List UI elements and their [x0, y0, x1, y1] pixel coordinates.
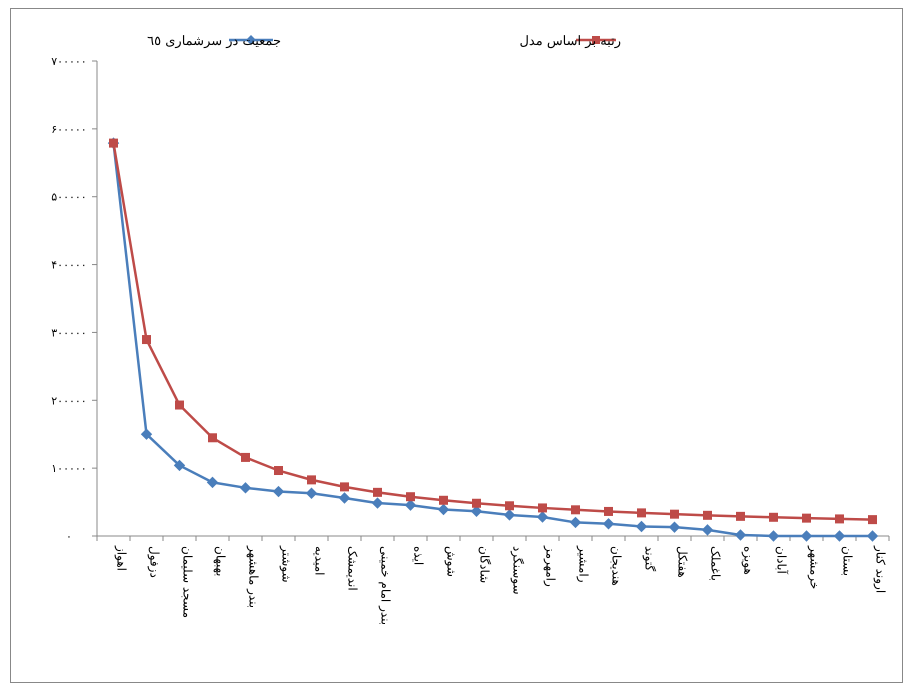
- data-point-square: [208, 433, 217, 443]
- y-axis-ticks: ۰ ۱۰۰۰۰۰ ۲۰۰۰۰۰ ۳۰۰۰۰۰ ۴۰۰۰۰۰ ۵۰۰۰۰۰ ۶۰۰۰۰۰ ۷۰۰…: [51, 55, 97, 543]
- x-tick-label: گتوند: [643, 546, 657, 571]
- data-point-square: [835, 514, 844, 524]
- series-line: [112, 142, 873, 521]
- x-tick-label: هندیجان: [610, 546, 624, 586]
- series-2: [109, 138, 877, 525]
- data-point-square: [274, 466, 283, 476]
- data-point-diamond: [701, 524, 714, 536]
- data-point-square: [736, 511, 745, 521]
- legend-label: رتبه بر اساس مدل: [519, 34, 621, 49]
- chart-frame: ۰ ۱۰۰۰۰۰ ۲۰۰۰۰۰ ۳۰۰۰۰۰ ۴۰۰۰۰۰ ۵۰۰۰۰۰ ۶۰۰۰۰۰ ۷۰۰…: [10, 8, 903, 683]
- data-point-square: [604, 506, 613, 516]
- data-point-diamond: [602, 518, 615, 530]
- y-tick-label: ۶۰۰۰۰۰: [51, 123, 86, 136]
- data-point-diamond: [668, 521, 681, 533]
- x-tick-label: بستان: [841, 546, 855, 576]
- x-tick-label: شادگان: [478, 546, 492, 583]
- data-point-square: [538, 503, 547, 513]
- line-chart: ۰ ۱۰۰۰۰۰ ۲۰۰۰۰۰ ۳۰۰۰۰۰ ۴۰۰۰۰۰ ۵۰۰۰۰۰ ۶۰۰۰۰۰ ۷۰۰…: [51, 34, 890, 625]
- legend-item-2: جمعیت در سرشماری ٦٥: [147, 34, 281, 49]
- x-tick-label: شوشتر: [280, 545, 294, 583]
- x-tick-label: اروند کنار: [874, 545, 888, 593]
- data-point-square: [307, 475, 316, 485]
- data-point-diamond: [503, 509, 516, 521]
- data-point-square: [505, 501, 514, 511]
- x-tick-label: شوش: [445, 546, 459, 577]
- data-point-diamond: [338, 492, 351, 504]
- data-point-diamond: [536, 511, 549, 523]
- data-point-square: [406, 492, 415, 502]
- data-point-diamond: [470, 505, 483, 517]
- data-point-diamond: [767, 530, 780, 542]
- legend-label: جمعیت در سرشماری ٦٥: [147, 34, 281, 49]
- data-point-diamond: [272, 485, 285, 498]
- y-tick-label: ۴۰۰۰۰۰: [51, 259, 86, 272]
- axes: [96, 61, 889, 537]
- data-point-square: [802, 513, 811, 523]
- x-tick-label: مسجد سلیمان: [181, 546, 195, 618]
- data-point-square: [769, 512, 778, 522]
- x-tick-label: سوسنگرد: [511, 546, 525, 595]
- y-tick-label: ۵۰۰۰۰۰: [51, 191, 86, 204]
- x-tick-label: دزفول: [148, 546, 162, 578]
- data-point-diamond: [239, 482, 252, 494]
- legend-marker-diamond: [246, 35, 256, 45]
- x-tick-label: هفتکل: [676, 546, 690, 578]
- x-tick-label: بندر امام خمینی: [379, 546, 393, 625]
- data-point-diamond: [305, 487, 318, 499]
- data-point-square: [142, 335, 151, 345]
- data-point-square: [703, 510, 712, 520]
- data-point-square: [670, 509, 679, 519]
- data-point-diamond: [569, 516, 582, 529]
- data-point-diamond: [833, 530, 846, 542]
- data-point-square: [340, 482, 349, 492]
- data-point-diamond: [800, 530, 813, 542]
- data-point-diamond: [734, 529, 747, 541]
- series-lines: [107, 137, 879, 542]
- data-point-diamond: [437, 503, 450, 516]
- x-tick-label: رامشیر: [577, 545, 591, 583]
- data-point-square: [571, 505, 580, 515]
- x-tick-label: بندر ماهشهر: [247, 545, 261, 608]
- x-tick-label: خرمشهر: [808, 545, 822, 589]
- data-point-square: [241, 452, 250, 462]
- y-tick-label: ۳۰۰۰۰۰: [51, 326, 86, 339]
- y-tick-label: ۷۰۰۰۰۰: [51, 55, 86, 68]
- data-point-square: [109, 138, 118, 148]
- x-tick-label: امیدیه: [313, 546, 327, 575]
- x-tick-label: آبادان: [775, 546, 790, 574]
- data-point-diamond: [206, 476, 219, 489]
- data-point-diamond: [140, 428, 153, 440]
- series-1: [107, 137, 879, 542]
- x-tick-label: رامهرمز: [544, 545, 558, 587]
- data-point-square: [637, 508, 646, 518]
- y-tick-label: ۱۰۰۰۰۰: [51, 462, 86, 475]
- data-point-diamond: [371, 497, 384, 509]
- data-point-diamond: [635, 520, 648, 533]
- x-tick-label: بهبهان: [214, 546, 228, 577]
- series-line: [112, 142, 873, 538]
- legend-item-1: رتبه بر اساس مدل: [519, 34, 621, 49]
- data-point-square: [868, 515, 877, 525]
- data-point-diamond: [173, 459, 186, 472]
- x-tick-label: باغملک: [709, 546, 723, 581]
- data-point-diamond: [404, 499, 417, 511]
- legend-marker-square: [592, 36, 600, 44]
- y-tick-label: ۲۰۰۰۰۰: [51, 394, 86, 407]
- data-point-square: [175, 400, 184, 410]
- y-tick-label: ۰: [66, 530, 72, 543]
- legend: رتبه بر اساس مدل جمعیت در سرشماری ٦٥: [147, 34, 621, 49]
- x-tick-label: ایذه: [412, 546, 426, 565]
- data-point-square: [439, 495, 448, 505]
- x-tick-label: اندیمشک: [346, 546, 360, 591]
- data-point-square: [373, 487, 382, 497]
- x-axis-ticks: اهواز دزفول مسجد سلیمان بهبهان بندر ماهشهر شو…: [96, 536, 890, 625]
- x-tick-label: هویزه: [742, 546, 756, 575]
- data-point-diamond: [866, 530, 879, 542]
- x-tick-label: اهواز: [115, 545, 129, 571]
- data-point-square: [472, 498, 481, 508]
